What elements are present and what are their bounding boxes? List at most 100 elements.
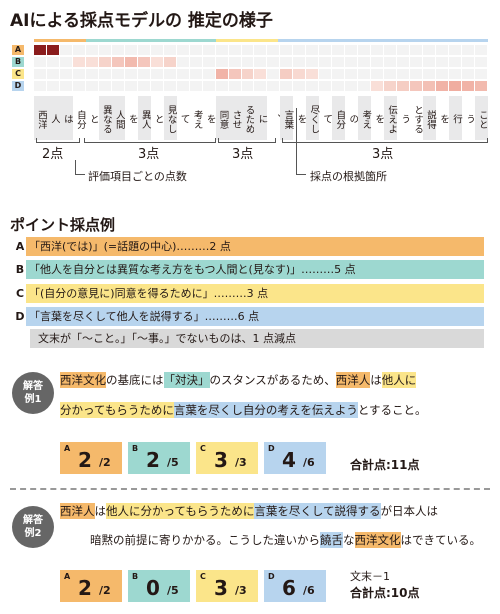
heatmap-cell xyxy=(189,45,203,55)
heatmap-cell xyxy=(280,81,294,91)
heatmap-cell xyxy=(384,81,398,91)
heatmap-cell xyxy=(85,45,99,55)
example1-total: 合計点:11点 xyxy=(350,458,420,472)
token: 説得 xyxy=(423,96,437,140)
heatmap-cell xyxy=(319,45,333,55)
score-value: 3 xyxy=(214,448,228,472)
heatmap-cell xyxy=(474,81,488,91)
bracket-b xyxy=(84,138,216,143)
heatmap-cell xyxy=(46,69,60,79)
heatmap-cell xyxy=(371,57,385,67)
heatmap-row-b xyxy=(34,57,488,67)
heatmap-cell xyxy=(215,69,229,79)
heatmap-cell xyxy=(461,81,475,91)
score-tag: D xyxy=(268,444,275,453)
section-title: ポイント採点例 xyxy=(10,216,116,234)
heatmap-cell xyxy=(267,57,281,67)
score-max: /5 xyxy=(167,584,179,597)
heatmap-cell xyxy=(410,57,424,67)
heatmap-cell xyxy=(163,57,177,67)
heatmap-cell xyxy=(358,45,372,55)
strip-c xyxy=(216,39,278,42)
token: て xyxy=(178,114,190,124)
rule-bar-d xyxy=(14,307,484,326)
rule-c: C 「(自分の意見に)同意を得るために」………3 点 xyxy=(14,284,268,303)
heatmap-cell xyxy=(72,81,86,91)
heatmap-cell xyxy=(189,81,203,91)
basis-label: 採点の根拠箇所 xyxy=(310,170,387,183)
heatmap-cell xyxy=(137,69,151,79)
points-c: 3点 xyxy=(232,147,254,162)
heatmap-cell xyxy=(474,45,488,55)
token: 同意 xyxy=(215,96,229,140)
heatmap-cell xyxy=(449,57,462,67)
heatmap-cell xyxy=(319,81,333,91)
token: 言葉 xyxy=(280,96,294,140)
score-max: /3 xyxy=(235,456,247,469)
heatmap-cell xyxy=(397,81,411,91)
heatmap-cell xyxy=(163,69,177,79)
heatmap-cell xyxy=(176,57,190,67)
rule-text: 「言葉を尽くして他人を説得する」………6 点 xyxy=(29,310,260,323)
heatmap-cell xyxy=(384,57,398,67)
token: う xyxy=(399,114,411,124)
divider xyxy=(10,488,490,490)
heatmap-cell xyxy=(397,69,411,79)
heatmap-cell xyxy=(254,69,268,79)
heatmap-cell xyxy=(85,69,99,79)
heatmap-cell xyxy=(423,57,437,67)
heatmap-cell xyxy=(111,45,125,55)
heatmap-cell xyxy=(461,57,475,67)
heatmap-cell xyxy=(254,45,268,55)
heatmap-cell xyxy=(371,69,385,79)
row-label-d: D xyxy=(12,81,24,91)
heatmap-cell xyxy=(34,57,47,67)
heatmap-cell xyxy=(436,69,449,79)
heatmap-cell xyxy=(345,45,359,55)
heatmap-cell xyxy=(332,81,346,91)
answer-segment: 西洋人 xyxy=(60,503,95,519)
heatmap-cell xyxy=(189,69,203,79)
heatmap-cell xyxy=(85,57,99,67)
heatmap-cell xyxy=(423,69,437,79)
token: 尽くし xyxy=(306,96,320,140)
answer-segment: 西洋文化 xyxy=(60,372,106,388)
heatmap-cell xyxy=(410,81,424,91)
answer-segment: はできている。 xyxy=(400,533,482,547)
heatmap-cell xyxy=(280,57,294,67)
heatmap-cell xyxy=(306,45,320,55)
score-tag: B xyxy=(132,572,139,581)
answer-segment: 西洋文化 xyxy=(354,532,401,548)
heatmap-cell xyxy=(332,69,346,79)
example2-badge: 解答 例2 xyxy=(12,506,54,548)
token-row: 西洋人は自分と異なる 人間を異人と見なして考えを同意 させ るために、言葉を尽くして自… xyxy=(34,96,488,140)
token: を xyxy=(204,114,216,124)
heatmap-cell xyxy=(410,69,424,79)
bracket-a xyxy=(36,138,80,143)
heatmap-cell xyxy=(124,57,138,67)
heatmap-cell xyxy=(423,81,437,91)
heatmap-cell xyxy=(111,69,125,79)
score-value: 6 xyxy=(282,576,296,600)
rule-tag: D xyxy=(14,307,26,326)
heatmap-cell xyxy=(358,81,372,91)
heatmap-cell xyxy=(215,57,229,67)
heatmap-cell xyxy=(176,69,190,79)
attention-heatmap xyxy=(34,43,488,93)
heatmap-cell xyxy=(241,57,255,67)
rule-bar-b xyxy=(14,260,484,279)
answer-segment: は xyxy=(370,373,382,387)
heatmap-cell xyxy=(85,81,99,91)
token: とする xyxy=(412,104,424,134)
rule-text: 文末が「～こと。」「～事。」でないものは、1 点減点 xyxy=(38,332,296,345)
score-value: 2 xyxy=(78,576,92,600)
row-label-a: A xyxy=(12,45,24,55)
score-max: /6 xyxy=(303,456,315,469)
token: 自分 xyxy=(332,96,346,140)
token: 考え xyxy=(191,109,203,129)
heatmap-cell xyxy=(345,69,359,79)
rule-bar-c xyxy=(14,284,484,303)
token: を xyxy=(295,114,307,124)
heatmap-cell xyxy=(267,69,281,79)
heatmap-cell xyxy=(254,81,268,91)
